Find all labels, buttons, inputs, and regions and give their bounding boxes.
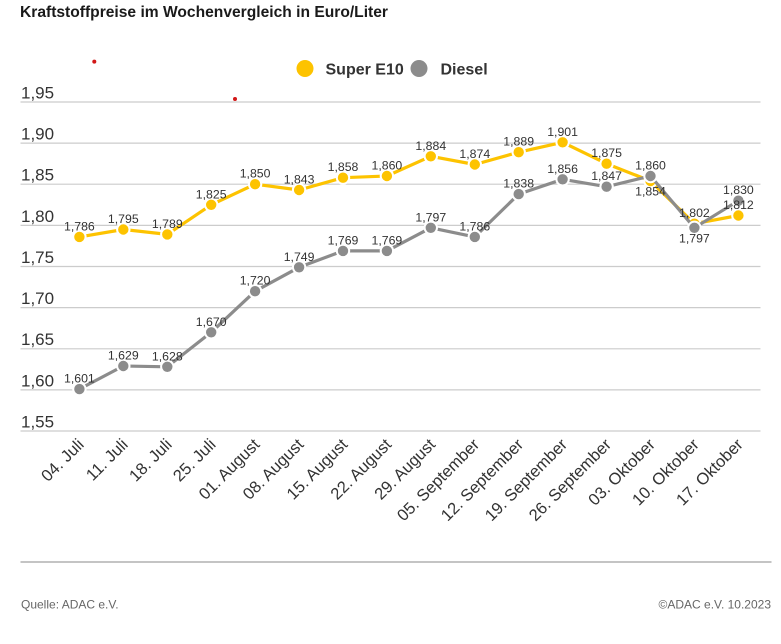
- svg-text:1,55: 1,55: [21, 413, 54, 432]
- svg-text:Super E10: Super E10: [326, 62, 404, 79]
- svg-text:1,860: 1,860: [635, 159, 666, 173]
- svg-text:1,75: 1,75: [21, 248, 54, 267]
- svg-text:1,812: 1,812: [723, 198, 754, 212]
- svg-text:1,789: 1,789: [152, 217, 183, 231]
- svg-text:1,860: 1,860: [372, 159, 403, 173]
- svg-text:1,858: 1,858: [328, 160, 359, 174]
- svg-text:Kraftstoffpreise im Wochenverg: Kraftstoffpreise im Wochenvergleich in E…: [20, 4, 388, 21]
- svg-text:1,797: 1,797: [679, 231, 710, 245]
- svg-text:1,875: 1,875: [591, 146, 622, 160]
- svg-text:1,830: 1,830: [723, 183, 754, 197]
- svg-text:1,874: 1,874: [459, 147, 490, 161]
- svg-text:Quelle: ADAC e.V.: Quelle: ADAC e.V.: [21, 598, 119, 612]
- svg-text:1,854: 1,854: [635, 185, 666, 199]
- svg-text:1,628: 1,628: [152, 349, 183, 363]
- svg-text:1,889: 1,889: [503, 135, 534, 149]
- svg-text:Diesel: Diesel: [441, 62, 488, 79]
- svg-text:1,802: 1,802: [679, 206, 710, 220]
- svg-text:1,60: 1,60: [21, 371, 54, 390]
- svg-text:1,720: 1,720: [240, 274, 271, 288]
- svg-text:1,901: 1,901: [547, 125, 578, 139]
- svg-text:©ADAC e.V. 10.2023: ©ADAC e.V. 10.2023: [659, 598, 772, 612]
- svg-text:1,786: 1,786: [459, 219, 490, 233]
- svg-text:1,797: 1,797: [415, 210, 446, 224]
- svg-text:1,749: 1,749: [284, 250, 315, 264]
- svg-text:1,65: 1,65: [21, 330, 54, 349]
- svg-text:1,90: 1,90: [21, 125, 54, 144]
- svg-text:1,769: 1,769: [372, 233, 403, 247]
- svg-text:1,850: 1,850: [240, 167, 271, 181]
- svg-text:1,843: 1,843: [284, 173, 315, 187]
- svg-text:1,838: 1,838: [503, 177, 534, 191]
- svg-text:1,70: 1,70: [21, 289, 54, 308]
- svg-text:1,629: 1,629: [108, 349, 139, 363]
- svg-text:1,80: 1,80: [21, 207, 54, 226]
- svg-text:1,85: 1,85: [21, 166, 54, 185]
- svg-text:1,601: 1,601: [64, 372, 95, 386]
- svg-text:1,786: 1,786: [64, 219, 95, 233]
- svg-text:1,670: 1,670: [196, 315, 227, 329]
- svg-text:1,95: 1,95: [21, 84, 54, 103]
- svg-text:1,856: 1,856: [547, 162, 578, 176]
- svg-text:1,795: 1,795: [108, 212, 139, 226]
- svg-text:1,825: 1,825: [196, 187, 227, 201]
- svg-text:1,769: 1,769: [328, 233, 359, 247]
- svg-text:1,847: 1,847: [591, 169, 622, 183]
- svg-text:1,884: 1,884: [415, 139, 446, 153]
